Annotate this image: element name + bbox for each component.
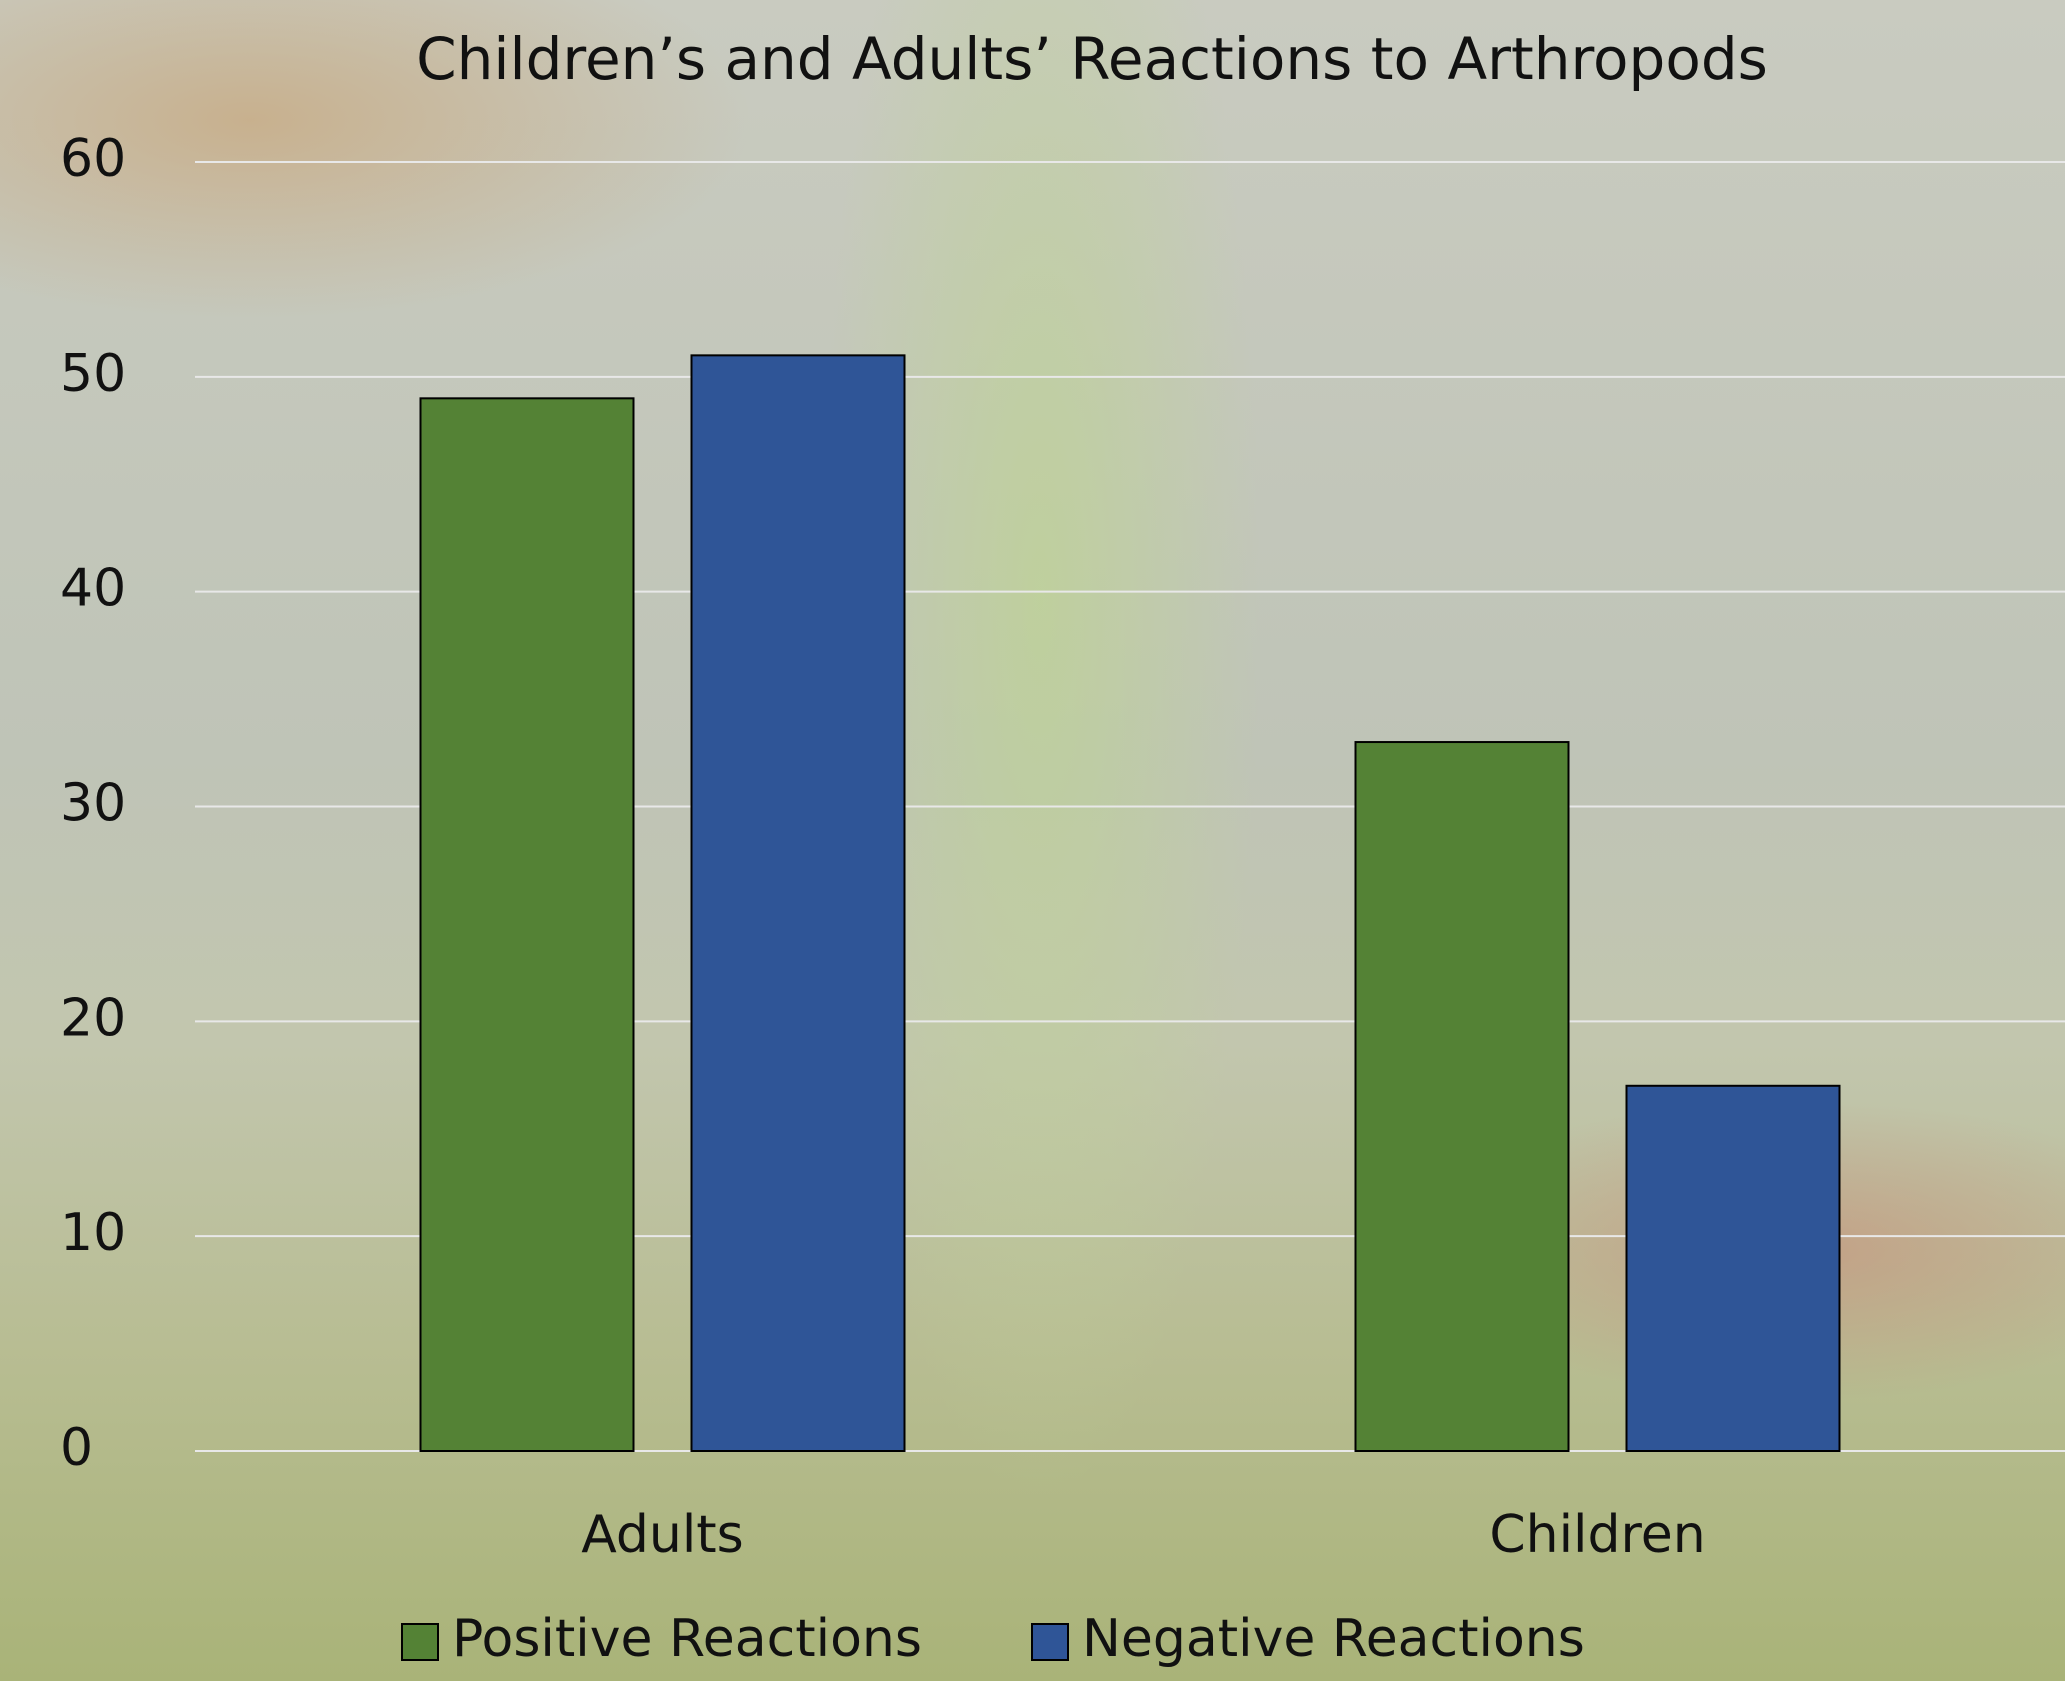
legend-swatch [401,1623,439,1661]
x-tick-label: Children [1489,1505,1705,1565]
bar [1354,741,1570,1452]
legend-label: Positive Reactions [452,1609,922,1669]
y-tick-label: 30 [60,774,126,834]
y-tick-label: 10 [60,1203,126,1263]
y-tick-label: 40 [60,559,126,619]
bar [690,354,906,1453]
bar [419,397,635,1453]
legend-label: Negative Reactions [1082,1609,1585,1669]
bar [1625,1084,1841,1452]
y-tick-label: 50 [60,344,126,404]
legend-swatch [1031,1623,1069,1661]
x-tick-label: Adults [581,1505,744,1565]
y-tick-label: 60 [60,129,126,189]
chart-title: Children’s and Adults’ Reactions to Arth… [416,25,1768,93]
y-tick-label: 0 [60,1418,93,1478]
y-tick-label: 20 [60,988,126,1048]
